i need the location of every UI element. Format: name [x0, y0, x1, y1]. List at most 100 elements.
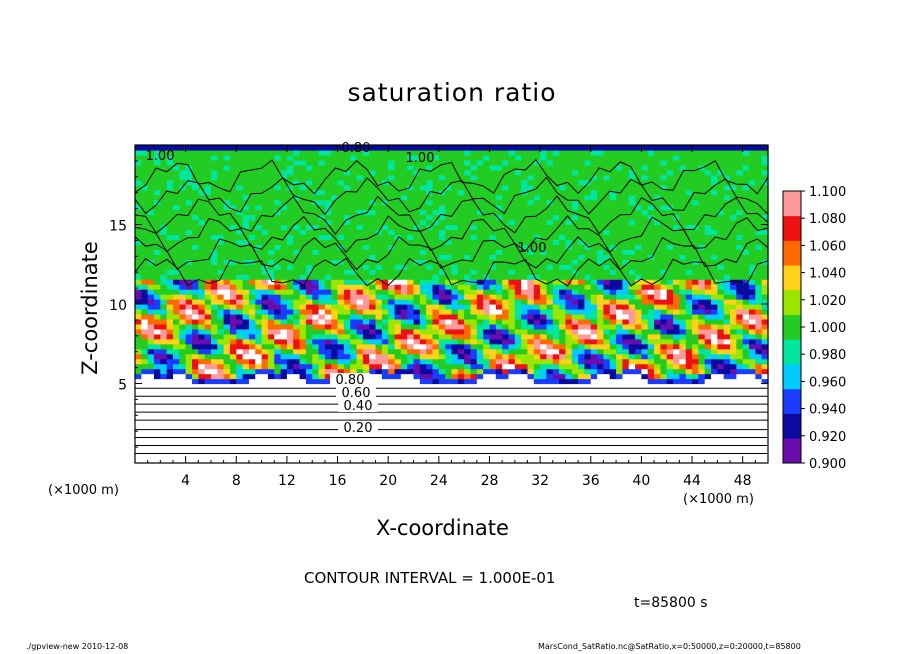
heatmap-cell	[318, 348, 326, 355]
heatmap-cell	[426, 244, 434, 250]
heatmap-cell	[514, 373, 522, 380]
heatmap-cell	[153, 333, 161, 340]
heatmap-cell	[597, 289, 605, 295]
heatmap-cell	[692, 284, 699, 290]
heatmap-cell	[597, 448, 605, 454]
heatmap-cell	[388, 388, 396, 395]
heatmap-cell	[217, 398, 225, 404]
heatmap-cell	[166, 328, 174, 335]
heatmap-cell	[337, 358, 345, 365]
heatmap-cell	[628, 264, 636, 270]
heatmap-cell	[394, 304, 402, 310]
heatmap-cell	[204, 289, 212, 295]
heatmap-cell	[153, 219, 161, 226]
heatmap-cell	[286, 239, 294, 245]
heatmap-cell	[654, 403, 661, 409]
heatmap-cell	[704, 438, 712, 444]
heatmap-cell	[628, 343, 636, 350]
heatmap-cell	[730, 373, 737, 380]
heatmap-cell	[489, 289, 497, 295]
heatmap-cell	[267, 214, 275, 221]
heatmap-cell	[584, 274, 592, 280]
heatmap-cell	[736, 299, 744, 305]
heatmap-cell	[356, 338, 364, 345]
heatmap-cell	[540, 378, 548, 385]
heatmap-cell	[255, 259, 263, 265]
heatmap-cell	[571, 299, 579, 305]
heatmap-cell	[692, 373, 699, 380]
heatmap-cell	[495, 234, 503, 241]
heatmap-cell	[160, 448, 168, 454]
heatmap-cell	[533, 234, 541, 241]
heatmap-cell	[749, 224, 756, 231]
heatmap-cell	[356, 254, 364, 260]
heatmap-cell	[451, 353, 459, 360]
heatmap-cell	[673, 448, 680, 454]
heatmap-cell	[369, 333, 377, 340]
heatmap-cell	[698, 299, 706, 305]
heatmap-cell	[666, 323, 674, 330]
heatmap-cell	[242, 413, 250, 419]
heatmap-cell	[704, 403, 712, 409]
heatmap-cell	[375, 373, 383, 380]
heatmap-cell	[698, 333, 706, 340]
heatmap-cell	[394, 388, 402, 395]
heatmap-cell	[331, 418, 339, 424]
heatmap-cell	[179, 234, 187, 241]
heatmap-cell	[616, 433, 624, 439]
heatmap-cell	[495, 343, 503, 350]
heatmap-cell	[267, 378, 275, 385]
heatmap-cell	[248, 403, 256, 409]
heatmap-cell	[147, 274, 155, 280]
heatmap-cell	[641, 244, 649, 250]
heatmap-cell	[198, 398, 206, 404]
heatmap-cell	[305, 289, 313, 295]
heatmap-cell	[761, 433, 769, 439]
heatmap-cell	[527, 239, 535, 245]
heatmap-cell	[394, 224, 402, 231]
heatmap-cell	[318, 229, 326, 236]
heatmap-cell	[502, 284, 510, 290]
heatmap-cell	[470, 388, 478, 395]
heatmap-cell	[464, 348, 472, 355]
heatmap-cell	[160, 259, 168, 265]
heatmap-cell	[540, 284, 548, 290]
heatmap-cell	[153, 244, 161, 250]
heatmap-cell	[527, 458, 535, 464]
heatmap-cell	[483, 373, 491, 380]
heatmap-cell	[685, 328, 693, 335]
heatmap-cell	[609, 239, 617, 245]
heatmap-cell	[210, 413, 218, 419]
heatmap-cell	[533, 348, 541, 355]
heatmap-cell	[217, 458, 225, 464]
heatmap-cell	[761, 363, 769, 370]
heatmap-cell	[590, 388, 598, 395]
heatmap-cell	[464, 338, 472, 345]
heatmap-cell	[552, 398, 560, 404]
heatmap-cell	[685, 433, 693, 439]
heatmap-cell	[489, 264, 497, 270]
heatmap-cell	[312, 428, 320, 434]
heatmap-cell	[559, 254, 567, 260]
heatmap-cell	[540, 408, 548, 414]
heatmap-cell	[717, 249, 725, 255]
heatmap-cell	[679, 348, 687, 355]
heatmap-cell	[622, 254, 630, 260]
heatmap-cell	[312, 438, 320, 444]
heatmap-cell	[711, 323, 718, 330]
heatmap-cell	[248, 323, 256, 330]
heatmap-cell	[622, 373, 630, 380]
heatmap-cell	[261, 294, 269, 300]
heatmap-cell	[546, 224, 554, 231]
heatmap-cell	[179, 318, 187, 325]
heatmap-cell	[584, 428, 592, 434]
heatmap-cell	[698, 289, 706, 295]
heatmap-cell	[666, 219, 674, 226]
heatmap-cell	[502, 403, 510, 409]
heatmap-cell	[603, 343, 611, 350]
heatmap-cell	[723, 294, 731, 300]
heatmap-cell	[337, 448, 345, 454]
heatmap-cell	[229, 438, 237, 444]
heatmap-cell	[717, 408, 725, 414]
heatmap-cell	[166, 318, 174, 325]
